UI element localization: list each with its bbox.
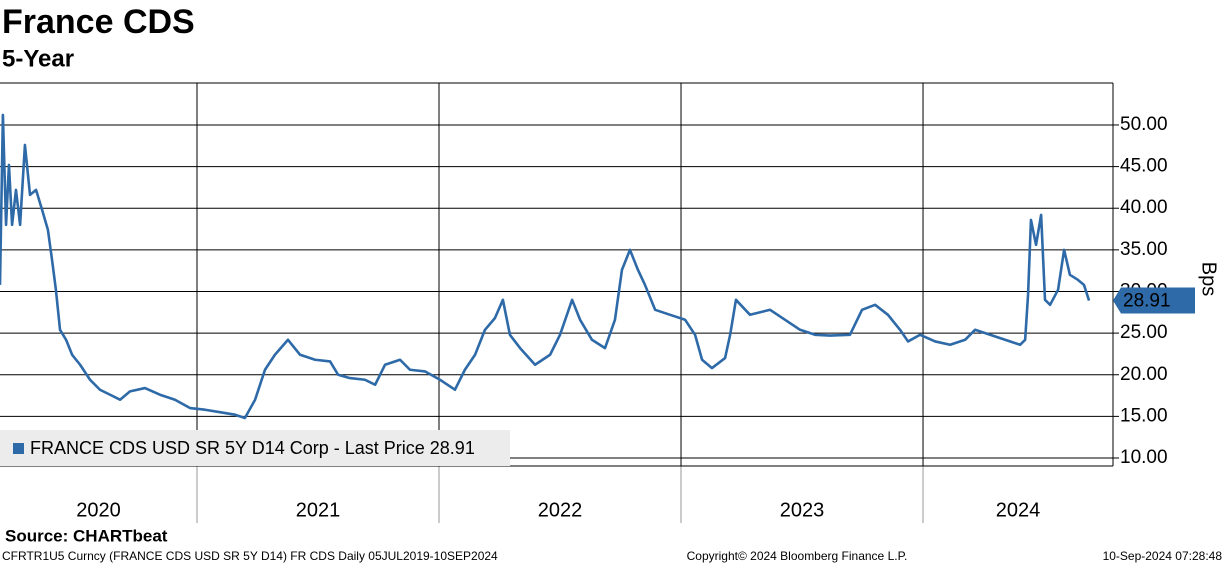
x-tick-label: 2021	[296, 499, 341, 521]
footer-center: Copyright© 2024 Bloomberg Finance L.P.	[687, 549, 908, 563]
legend-swatch	[13, 443, 24, 454]
footer-right: 10-Sep-2024 07:28:48	[1103, 549, 1223, 563]
chart-title: France CDS	[2, 3, 195, 41]
x-tick-label: 2023	[780, 499, 825, 521]
x-tick-label: 2024	[996, 499, 1041, 521]
y-tick-label: 25.00	[1120, 322, 1168, 343]
y-tick-label: 20.00	[1120, 364, 1168, 385]
line-series	[0, 113, 1091, 420]
legend-box	[0, 430, 510, 466]
source: Source: CHARTbeat	[5, 526, 168, 545]
last-price-label: 28.91	[1123, 291, 1171, 312]
x-tick-label: 2020	[76, 499, 121, 521]
y-tick-label: 50.00	[1120, 114, 1168, 135]
footer-left: CFRTR1U5 Curncy (FRANCE CDS USD SR 5Y D1…	[2, 549, 498, 563]
y-tick-label: 40.00	[1120, 197, 1168, 218]
chart-subtitle: 5-Year	[2, 45, 74, 72]
y-tick-label: 15.00	[1120, 405, 1168, 426]
last-price-box	[1113, 287, 1195, 314]
y-tick-label: 10.00	[1120, 447, 1168, 468]
legend-label: FRANCE CDS USD SR 5Y D14 Corp - Last Pri…	[30, 438, 475, 458]
x-tick-label: 2022	[538, 499, 583, 521]
y-axis-label: Bps	[1198, 262, 1220, 296]
y-tick-label: 45.00	[1120, 156, 1168, 177]
y-tick-label: 35.00	[1120, 239, 1168, 260]
